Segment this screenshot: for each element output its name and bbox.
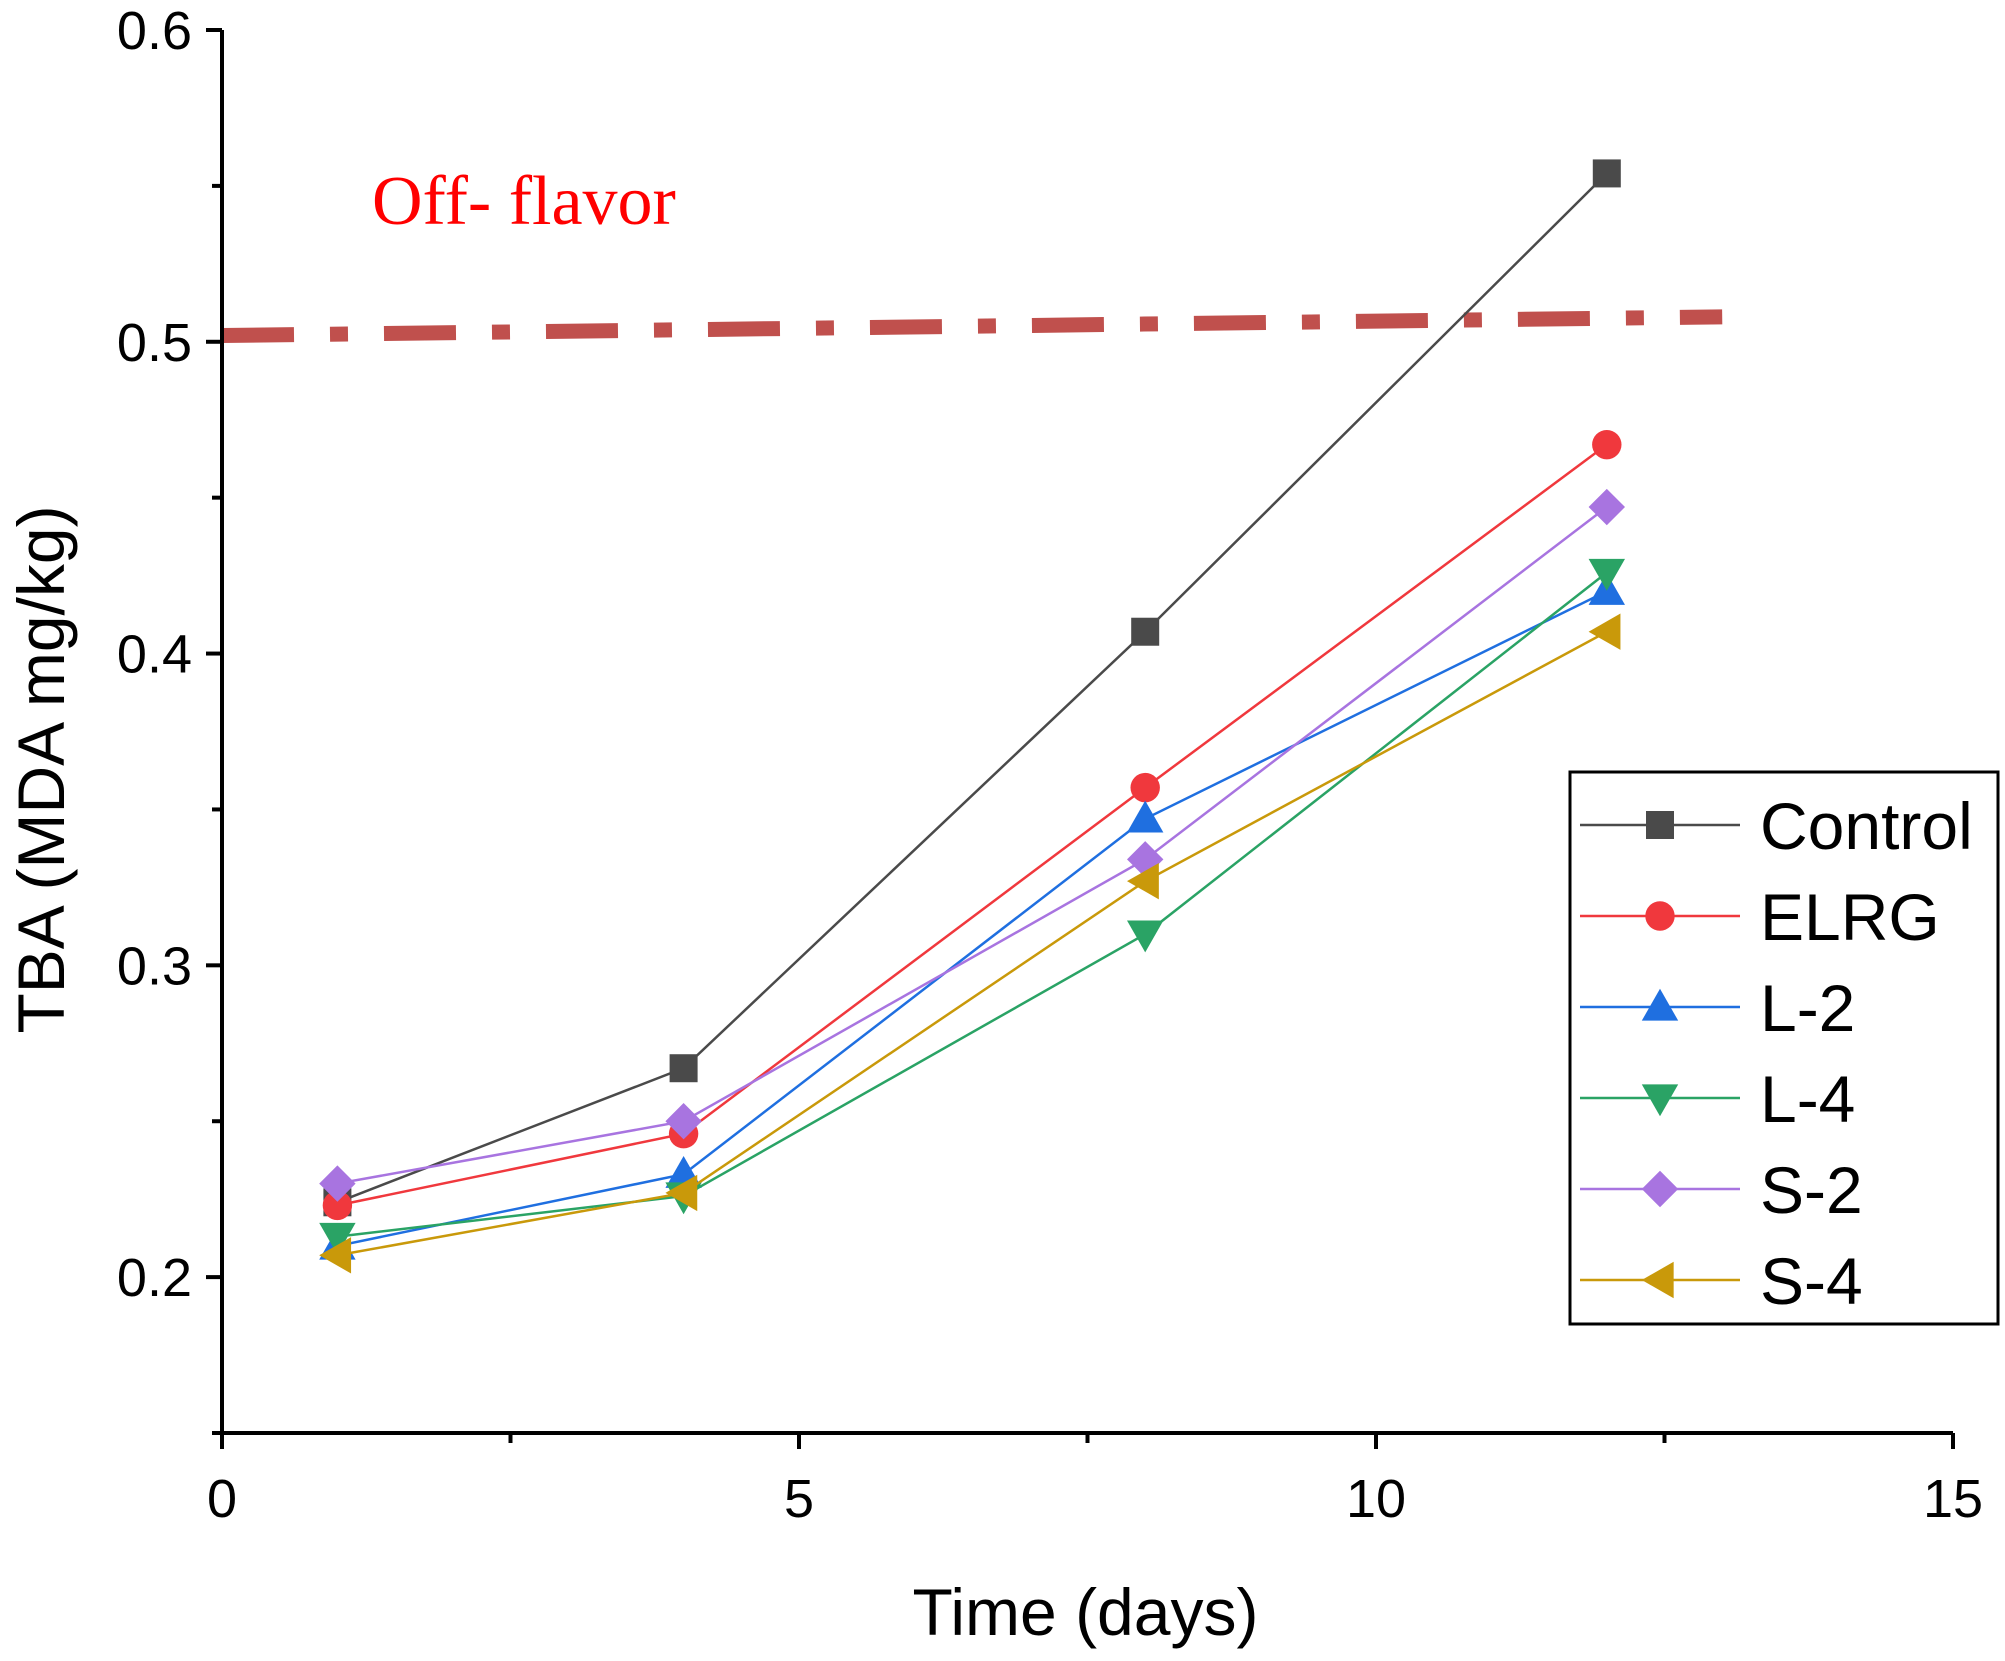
legend-marker-s-2 [1641,1170,1679,1208]
data-point-s-4-12 [1588,613,1621,650]
series-line-l-4 [337,571,1608,1238]
legend-item-control: Control [1580,789,1973,863]
series-s-2 [319,488,1625,1202]
y-tick-label: 0.4 [117,625,192,685]
threshold-layer: Off- flavor [221,163,1723,344]
legend-label-l-4: L-4 [1760,1062,1855,1136]
x-tick-label: 10 [1346,1469,1406,1529]
legend-label-control: Control [1760,789,1973,863]
legend-marker-control [1646,811,1674,839]
legend-item-s-4: S-4 [1580,1244,1863,1318]
series-elrg [322,429,1622,1221]
y-tick-label: 0.5 [117,313,192,373]
data-point-s-2-4 [665,1103,702,1140]
data-point-s-2-8 [1127,841,1164,878]
series-line-s-2 [337,506,1608,1185]
x-axis-title: Time (days) [913,1575,1259,1649]
legend-marker-s-4 [1641,1261,1674,1299]
data-point-control-12 [1592,159,1621,188]
y-tick-label: 0.6 [117,1,192,61]
series-line-control [336,172,1608,1204]
x-tick-label: 5 [784,1469,814,1529]
legend-item-elrg: ELRG [1580,880,1940,954]
data-point-elrg-1 [322,1190,353,1221]
series-line-s-4 [337,630,1608,1257]
series-s-4 [319,613,1621,1274]
data-point-l-2-8 [1127,800,1164,833]
legend-item-l-2: L-2 [1580,971,1855,1045]
data-point-elrg-12 [1592,429,1622,460]
x-tick-label: 0 [207,1469,237,1529]
series-line-elrg [337,443,1608,1207]
data-point-s-2-12 [1588,488,1625,526]
threshold-annotation-0: Off- flavor [372,163,676,240]
data-point-l-4-8 [1127,920,1164,953]
y-axis-title: TBA (MDA mg/kg) [4,505,78,1033]
data-point-s-2-1 [319,1165,356,1202]
legend-label-elrg: ELRG [1760,880,1940,954]
data-point-control-4 [669,1054,698,1083]
data-point-l-4-12 [1588,558,1625,591]
legend-marker-l-2 [1641,988,1679,1021]
data-point-elrg-8 [1130,772,1160,803]
off-flavor-threshold-line [221,309,1723,344]
data-point-control-8 [1131,617,1160,646]
legend-marker-elrg [1645,901,1675,931]
legend-marker-l-4 [1641,1084,1679,1117]
legend: Control ELRG L-2 L-4 S-2 S-4 [1568,770,2000,1326]
legend-label-s-2: S-2 [1760,1153,1863,1227]
legend-item-l-4: L-4 [1580,1062,1855,1136]
legend-label-s-4: S-4 [1760,1244,1863,1318]
data-point-s-4-8 [1127,862,1159,900]
data-point-s-4-4 [665,1174,698,1212]
series-control [323,159,1621,1217]
axes-layer: 0.2 0.3 0.4 0.5 0.6 0 5 10 15 Time (days) TBA (MDA… [4,1,1983,1649]
legend-item-s-2: S-2 [1580,1153,1863,1227]
y-tick-label: 0.2 [117,1248,192,1308]
series-line-l-2 [337,590,1608,1248]
data-point-l-4-1 [319,1222,356,1255]
y-tick-label: 0.3 [117,936,192,996]
legend-box [1568,770,2000,1326]
legend-label-l-2: L-2 [1760,971,1855,1045]
series-layer [319,159,1625,1274]
x-tick-label: 15 [1923,1469,1983,1529]
data-point-s-4-1 [319,1237,352,1274]
